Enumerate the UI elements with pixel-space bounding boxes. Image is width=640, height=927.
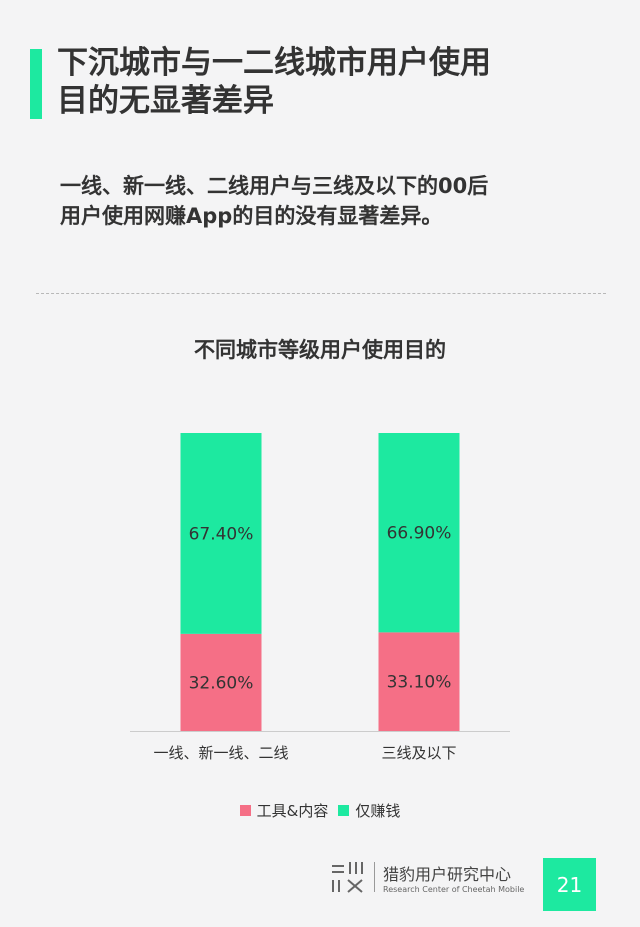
chart-title: 不同城市等级用户使用目的	[194, 338, 446, 362]
legend-swatch-earn	[338, 805, 350, 816]
title-accent-bar	[30, 49, 42, 119]
legend-label-earn: 仅赚钱	[355, 802, 401, 820]
data-label: 32.60%	[189, 673, 254, 693]
page-title-line-2: 目的无显著差异	[57, 83, 274, 119]
data-label: 66.90%	[387, 524, 452, 544]
page-number: 21	[543, 858, 596, 911]
category-label: 一线、新一线、二线	[153, 744, 288, 762]
legend-label-tools: 工具&内容	[256, 802, 329, 820]
bar-segment	[180, 433, 262, 634]
bar-segment	[378, 632, 460, 731]
page-title-line-1: 下沉城市与一二线城市用户使用	[57, 45, 491, 81]
bar-segment	[378, 433, 460, 633]
legend-swatch-tools	[239, 805, 251, 816]
cheetah-logo-icon	[332, 862, 363, 893]
footer-logo: 猎豹用户研究中心 Research Center of Cheetah Mobi…	[330, 860, 524, 894]
logo-text: 猎豹用户研究中心	[383, 864, 512, 884]
subtitle-line-1: 一线、新一线、二线用户与三线及以下的00后	[60, 174, 489, 198]
logo-subtext: Research Center of Cheetah Mobile	[383, 884, 525, 894]
data-label: 33.10%	[387, 673, 452, 693]
bar-segment	[180, 633, 262, 731]
data-label: 67.40%	[189, 524, 254, 544]
logo-divider	[374, 862, 375, 892]
dashed-divider	[36, 293, 606, 294]
subtitle-line-2: 用户使用网赚App的目的没有显著差异。	[60, 204, 443, 228]
chart-legend: 工具&内容 仅赚钱	[0, 800, 640, 821]
category-label: 三线及以下	[381, 744, 456, 762]
